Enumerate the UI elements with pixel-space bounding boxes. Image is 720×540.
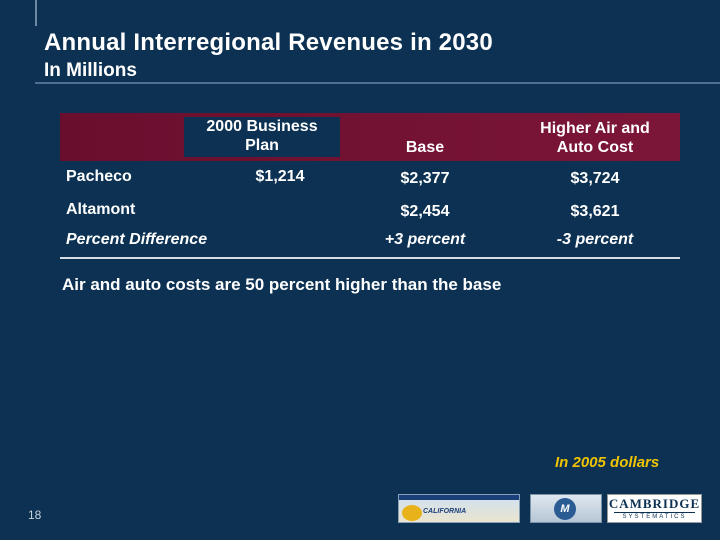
california-logo-text: CALIFORNIA: [423, 508, 467, 515]
column-header-higher-cost: Higher Air and Auto Cost: [510, 113, 680, 161]
column-header-base: Base: [340, 113, 510, 161]
table-row-altamont: Altamont $2,454 $3,621: [60, 194, 680, 227]
column-header-business-plan: 2000 Business Plan: [184, 117, 340, 157]
cell-business-plan: $1,214: [255, 168, 305, 185]
slide-subtitle: In Millions: [44, 60, 137, 81]
mtc-logo-mark: M: [554, 498, 576, 520]
column-header-line: Higher Air and: [540, 120, 650, 137]
cell-higher-cost: -3 percent: [556, 231, 634, 248]
title-underline: [35, 82, 720, 84]
table-row-percent-difference: Percent Difference +3 percent -3 percent: [60, 227, 680, 260]
table-header: 2000 Business Plan Base Higher Air and A…: [60, 113, 680, 161]
cell-higher-cost: $3,724: [570, 170, 620, 187]
systematics-logo-text: SYSTEMATICS: [614, 512, 695, 521]
cambridge-logo-text: CAMBRIDGE: [608, 496, 701, 511]
page-number: 18: [28, 508, 42, 522]
slide-title: Annual Interregional Revenues in 2030: [44, 29, 493, 56]
logo-band: [399, 495, 519, 500]
cell-base: $2,377: [400, 170, 450, 187]
table-bottom-rule: [60, 257, 680, 259]
california-hsr-logo: CALIFORNIA: [398, 494, 520, 523]
column-header-line: Base: [405, 139, 445, 156]
cost-note: Air and auto costs are 50 percent higher…: [62, 275, 502, 294]
cell-base: $2,454: [400, 203, 450, 220]
cambridge-systematics-logo: CAMBRIDGE SYSTEMATICS: [607, 494, 702, 523]
row-label: Altamont: [66, 201, 136, 218]
revenue-table: 2000 Business Plan Base Higher Air and A…: [60, 113, 680, 259]
top-vertical-rule: [35, 0, 37, 26]
cell-base: +3 percent: [384, 231, 466, 248]
column-header-line: Plan: [245, 137, 279, 154]
mtc-logo: M: [530, 494, 602, 523]
table-row-pacheco: Pacheco $1,214 $2,377 $3,724: [60, 161, 680, 194]
row-label: Pacheco: [66, 168, 132, 185]
dollars-note: In 2005 dollars: [555, 454, 660, 471]
cell-higher-cost: $3,621: [570, 203, 620, 220]
column-header-line: Auto Cost: [556, 139, 634, 156]
swoosh-icon: [402, 505, 422, 521]
column-header-line: 2000 Business: [206, 118, 318, 135]
row-label: Percent Difference: [66, 231, 208, 248]
